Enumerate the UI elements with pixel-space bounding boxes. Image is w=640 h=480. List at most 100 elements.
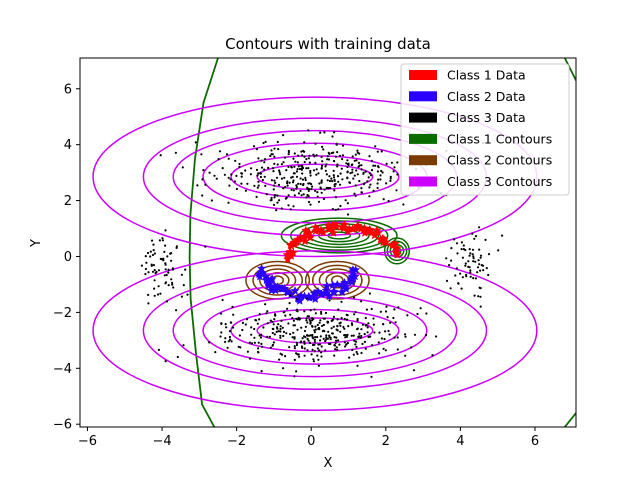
chart-title: Contours with training data [225, 35, 431, 53]
class-3-data-point [416, 312, 419, 316]
class-3-data-point [323, 131, 326, 134]
class-3-data-point [380, 169, 383, 173]
class-3-data-point [325, 334, 328, 337]
class-3-data-point [354, 153, 357, 156]
class-3-data-point [320, 164, 324, 167]
class-3-data-point [370, 375, 373, 378]
class-3-data-point [309, 309, 312, 312]
class-3-data-point [227, 176, 230, 179]
class-3-data-point [306, 321, 309, 324]
class-1-contours-ellipse [280, 217, 398, 254]
class-3-data-point [175, 309, 178, 312]
class-3-contours-ellipse [256, 163, 374, 191]
class-3-data-point [204, 183, 207, 186]
class-3-data-point [290, 166, 293, 169]
class-3-data-point [149, 255, 152, 258]
class-3-data-point [366, 326, 369, 329]
class-3-data-point [319, 339, 322, 342]
class-3-data-point [472, 255, 475, 258]
class-3-data-point [169, 252, 172, 255]
class-3-data-point [276, 201, 279, 204]
class-3-data-point [274, 181, 277, 184]
class-3-data-point [271, 343, 275, 346]
legend-label: Class 1 Contours [447, 131, 552, 146]
class-3-data-point [264, 184, 267, 187]
class-3-data-point [368, 292, 371, 295]
class-3-data-point [360, 328, 363, 331]
class-3-data-point [299, 189, 302, 192]
class-3-data-point [323, 188, 326, 191]
class-3-data-point [363, 340, 366, 343]
class-3-data-point [372, 164, 375, 167]
class-3-data-point [320, 351, 323, 354]
class-3-data-point [425, 312, 428, 315]
class-3-data-point [299, 177, 302, 180]
class-3-data-point [263, 161, 266, 164]
class-3-data-point [258, 313, 261, 316]
class-3-data-point [315, 173, 318, 176]
class-3-data-point [271, 167, 274, 170]
class-3-data-point [245, 318, 249, 321]
class-3-data-point [293, 165, 296, 168]
class-3-data-point [287, 194, 290, 197]
class-3-data-point [298, 167, 302, 171]
class-3-data-point [293, 194, 296, 197]
class-3-data-point [296, 318, 299, 321]
class-3-data-point [313, 350, 316, 353]
class-3-data-point [318, 349, 321, 352]
class-1-data-point [283, 254, 293, 264]
class-3-data-point [256, 322, 259, 325]
class-3-data-point [182, 344, 185, 347]
class-3-data-point [362, 182, 365, 186]
class-3-data-point [246, 350, 249, 353]
class-3-data-point [328, 334, 331, 337]
class-3-data-point [348, 181, 352, 184]
class-3-data-point [351, 171, 354, 174]
class-3-data-point [332, 315, 336, 318]
class-3-data-point [289, 333, 292, 336]
class-3-data-point [479, 295, 482, 298]
class-3-data-point [338, 154, 342, 157]
class-3-data-point [482, 269, 485, 272]
class-3-data-point [364, 324, 367, 327]
class-3-data-point [460, 241, 463, 244]
class-3-data-point [331, 332, 334, 335]
class-3-data-point [360, 191, 363, 194]
class-3-data-point [388, 333, 391, 336]
class-3-data-point [356, 173, 359, 176]
class-3-data-point [269, 346, 272, 349]
class-3-data-point [351, 348, 354, 352]
class-3-data-point [501, 234, 504, 237]
class-3-data-point [472, 257, 475, 260]
class-3-data-point [256, 174, 259, 177]
class-3-data-point [266, 322, 269, 325]
class-2-data-point [277, 284, 288, 293]
class-3-data-point [360, 168, 363, 171]
class-3-data-point [390, 161, 393, 164]
class-3-data-point [368, 172, 371, 175]
class-3-data-point [345, 162, 348, 165]
class-3-data-point [335, 346, 338, 349]
class-3-data-point [358, 152, 361, 155]
class-3-data-point [346, 165, 349, 169]
class-3-data-point [336, 348, 339, 351]
class-3-data-point [194, 141, 197, 144]
class-3-data-point [278, 171, 281, 174]
class-3-data-point [328, 175, 331, 178]
class-3-data-point [316, 336, 319, 339]
class-3-data-point [295, 343, 299, 347]
class-3-data-point [457, 282, 460, 285]
class-3-data-point [370, 307, 373, 311]
class-3-data-point [293, 375, 296, 378]
class-1-contours-ellipse [383, 237, 411, 265]
class-3-data-point [155, 270, 158, 274]
class-3-data-point [307, 189, 310, 192]
class-3-data-point [293, 324, 297, 327]
class-3-data-point [308, 154, 311, 157]
class-3-data-point [300, 164, 303, 167]
class-3-data-point [377, 165, 380, 168]
class-3-data-point [355, 340, 358, 343]
class-3-data-point [367, 176, 370, 179]
class-3-data-point [311, 348, 314, 351]
class-3-data-point [340, 167, 343, 170]
